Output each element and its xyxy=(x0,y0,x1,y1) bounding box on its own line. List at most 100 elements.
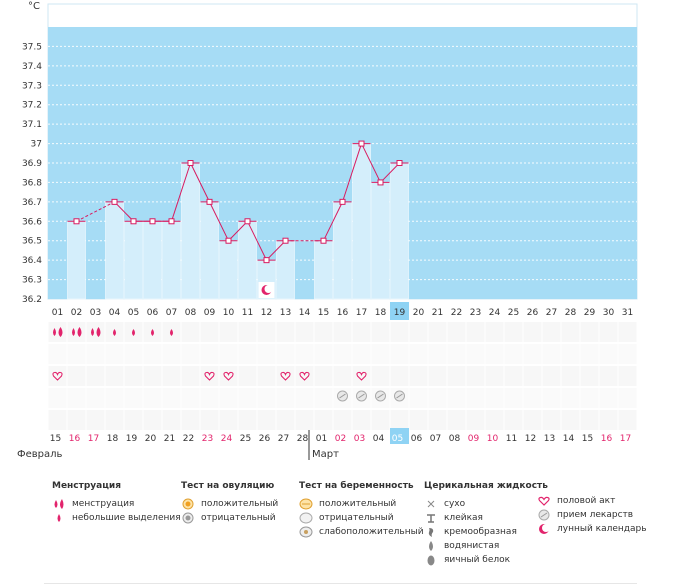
drop-icon xyxy=(77,327,82,337)
y-tick-label: 36.4 xyxy=(22,256,42,266)
legend-item: лунный календарь xyxy=(537,522,647,536)
date-label: 22 xyxy=(183,434,194,444)
drops-heavy-icon xyxy=(52,498,66,510)
temperature-line-segment xyxy=(171,162,191,222)
highlight-day-bg xyxy=(390,302,409,320)
bbt-chart: 36.2 36.3 36.4 36.5 36.6 36.7 36.8 36.9 37 37.1 37… xyxy=(17,3,638,460)
date-label: 23 xyxy=(202,434,213,444)
dry-icon xyxy=(424,498,438,510)
legend-title: Церикальная жидкость xyxy=(424,481,548,491)
cycle-day-label: 29 xyxy=(584,308,596,318)
temperature-bar xyxy=(390,162,409,300)
temperature-point xyxy=(111,198,118,205)
date-label: 07 xyxy=(430,434,441,444)
temperature-point xyxy=(187,160,194,166)
legend-title: Тест на овуляцию xyxy=(181,481,275,491)
temperature-line-segment xyxy=(380,162,400,183)
legend-label: менструация xyxy=(72,499,135,509)
cycle-day-label: 23 xyxy=(470,308,481,318)
drop-icon xyxy=(91,328,94,336)
pregnancy-negative-icon xyxy=(299,512,313,524)
temperature-bar xyxy=(105,201,124,300)
heart-icon xyxy=(356,371,367,381)
cycle-day-label: 24 xyxy=(489,308,501,318)
date-label: 10 xyxy=(487,434,499,444)
y-tick-label: 37 xyxy=(31,140,42,150)
legend-item: положительный xyxy=(299,497,424,511)
drop-icon xyxy=(72,328,75,336)
drop-icon xyxy=(96,327,101,337)
heart-icon xyxy=(204,371,215,381)
symptom-row xyxy=(48,322,637,342)
date-label: 14 xyxy=(563,434,575,444)
temperature-point xyxy=(168,218,175,225)
pregnancy-positive-icon xyxy=(299,498,313,510)
pill-icon xyxy=(537,509,551,521)
cycle-day-label: 07 xyxy=(166,308,177,318)
y-tick-label: 36.9 xyxy=(22,159,42,169)
pill-icon-line xyxy=(396,393,403,399)
legend-item: водянистая xyxy=(424,539,548,553)
heart-icon xyxy=(280,371,291,381)
temperature-line-segment xyxy=(266,240,286,261)
y-tick-label: 36.8 xyxy=(22,178,42,188)
cycle-day-label: 31 xyxy=(622,308,633,318)
pregnancy-weak-icon xyxy=(299,526,313,538)
cycle-day-label: 05 xyxy=(128,308,139,318)
legend-item: отрицательный xyxy=(299,511,424,525)
legend-item: кремообразная xyxy=(424,525,548,539)
y-tick-label: 36.2 xyxy=(22,295,42,305)
date-label: 04 xyxy=(373,434,385,444)
legend-title: Тест на беременность xyxy=(299,481,414,491)
test-positive-icon xyxy=(181,498,195,510)
heart-icon xyxy=(223,371,234,381)
cycle-day-label: 22 xyxy=(451,308,462,318)
temperature-point xyxy=(263,257,270,264)
temperature-bar xyxy=(219,240,238,300)
date-label: 17 xyxy=(88,434,99,444)
legend-item: отрицательный xyxy=(181,511,278,525)
heart-icon xyxy=(299,371,310,381)
legend-label: лунный календарь xyxy=(557,524,647,534)
temperature-bar xyxy=(238,221,257,300)
temperature-point xyxy=(282,237,289,244)
temperature-point xyxy=(339,198,346,205)
cycle-day-label: 12 xyxy=(261,308,272,318)
legend-label: кремообразная xyxy=(444,527,517,537)
date-label: 24 xyxy=(221,434,233,444)
temperature-bar xyxy=(371,182,390,300)
date-label: 02 xyxy=(335,434,346,444)
temperature-bar xyxy=(162,221,181,300)
cycle-day-label: 26 xyxy=(527,308,539,318)
legend-item: положительный xyxy=(181,497,278,511)
legend-title: Менструация xyxy=(52,481,121,491)
y-tick-label: 37.1 xyxy=(22,120,42,130)
cycle-day-label: 09 xyxy=(204,308,216,318)
temperature-point xyxy=(225,237,232,244)
pill-icon-line xyxy=(377,393,384,399)
cycle-day-label: 19 xyxy=(394,308,406,318)
date-label: 16 xyxy=(69,434,81,444)
date-label: 06 xyxy=(411,434,423,444)
legend-label: слабоположительный xyxy=(319,527,424,537)
date-label: 17 xyxy=(620,434,631,444)
cycle-day-label: 30 xyxy=(603,308,615,318)
cycle-day-label: 25 xyxy=(508,308,519,318)
drop-light-icon xyxy=(52,512,66,524)
date-label: 05 xyxy=(392,434,403,444)
temperature-line-segment xyxy=(247,221,267,261)
legend-label: отрицательный xyxy=(201,513,276,523)
temperature-line-segment xyxy=(342,143,362,203)
cycle-day-label: 10 xyxy=(223,308,235,318)
legend-item: половой акт xyxy=(537,494,647,508)
cycle-day-label: 11 xyxy=(242,308,253,318)
drop-icon xyxy=(151,329,154,336)
drop-icon xyxy=(132,329,135,336)
creamy-icon xyxy=(424,526,438,538)
drop-icon xyxy=(113,329,116,336)
temperature-bar xyxy=(143,221,162,300)
date-label: 16 xyxy=(601,434,613,444)
y-tick-label: 36.5 xyxy=(22,237,42,247)
temperature-line-segment xyxy=(209,201,229,241)
cycle-day-label: 06 xyxy=(147,308,159,318)
